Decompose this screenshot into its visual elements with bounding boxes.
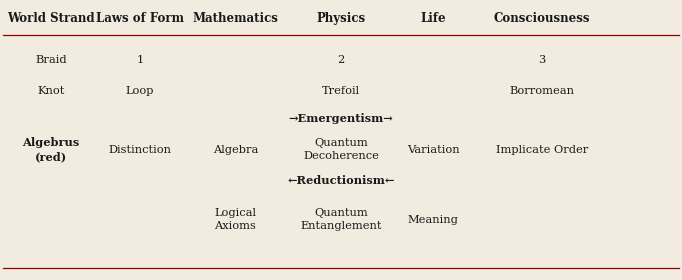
Text: Variation: Variation bbox=[406, 145, 460, 155]
Text: Logical
Axioms: Logical Axioms bbox=[214, 208, 256, 231]
Text: Knot: Knot bbox=[38, 86, 65, 96]
Text: Mathematics: Mathematics bbox=[192, 12, 278, 25]
Text: Laws of Form: Laws of Form bbox=[95, 12, 184, 25]
Text: 1: 1 bbox=[136, 55, 143, 65]
Text: Physics: Physics bbox=[316, 12, 366, 25]
Text: Meaning: Meaning bbox=[408, 215, 458, 225]
Text: Quantum
Entanglement: Quantum Entanglement bbox=[300, 208, 382, 231]
Text: 3: 3 bbox=[539, 55, 546, 65]
Text: Algebra: Algebra bbox=[213, 145, 258, 155]
Text: Quantum
Decoherence: Quantum Decoherence bbox=[303, 138, 379, 161]
Text: World Strand: World Strand bbox=[8, 12, 95, 25]
Text: Life: Life bbox=[420, 12, 446, 25]
Text: Borromean: Borromean bbox=[509, 86, 575, 96]
Text: Braid: Braid bbox=[35, 55, 67, 65]
Text: Loop: Loop bbox=[125, 86, 154, 96]
Text: 2: 2 bbox=[338, 55, 344, 65]
Text: ←Reductionism←: ←Reductionism← bbox=[287, 175, 395, 186]
Text: Algebrus
(red): Algebrus (red) bbox=[23, 137, 80, 163]
Text: →Emergentism→: →Emergentism→ bbox=[288, 113, 394, 125]
Text: Distinction: Distinction bbox=[108, 145, 171, 155]
Text: Implicate Order: Implicate Order bbox=[496, 145, 589, 155]
Text: Consciousness: Consciousness bbox=[494, 12, 591, 25]
Text: Trefoil: Trefoil bbox=[322, 86, 360, 96]
